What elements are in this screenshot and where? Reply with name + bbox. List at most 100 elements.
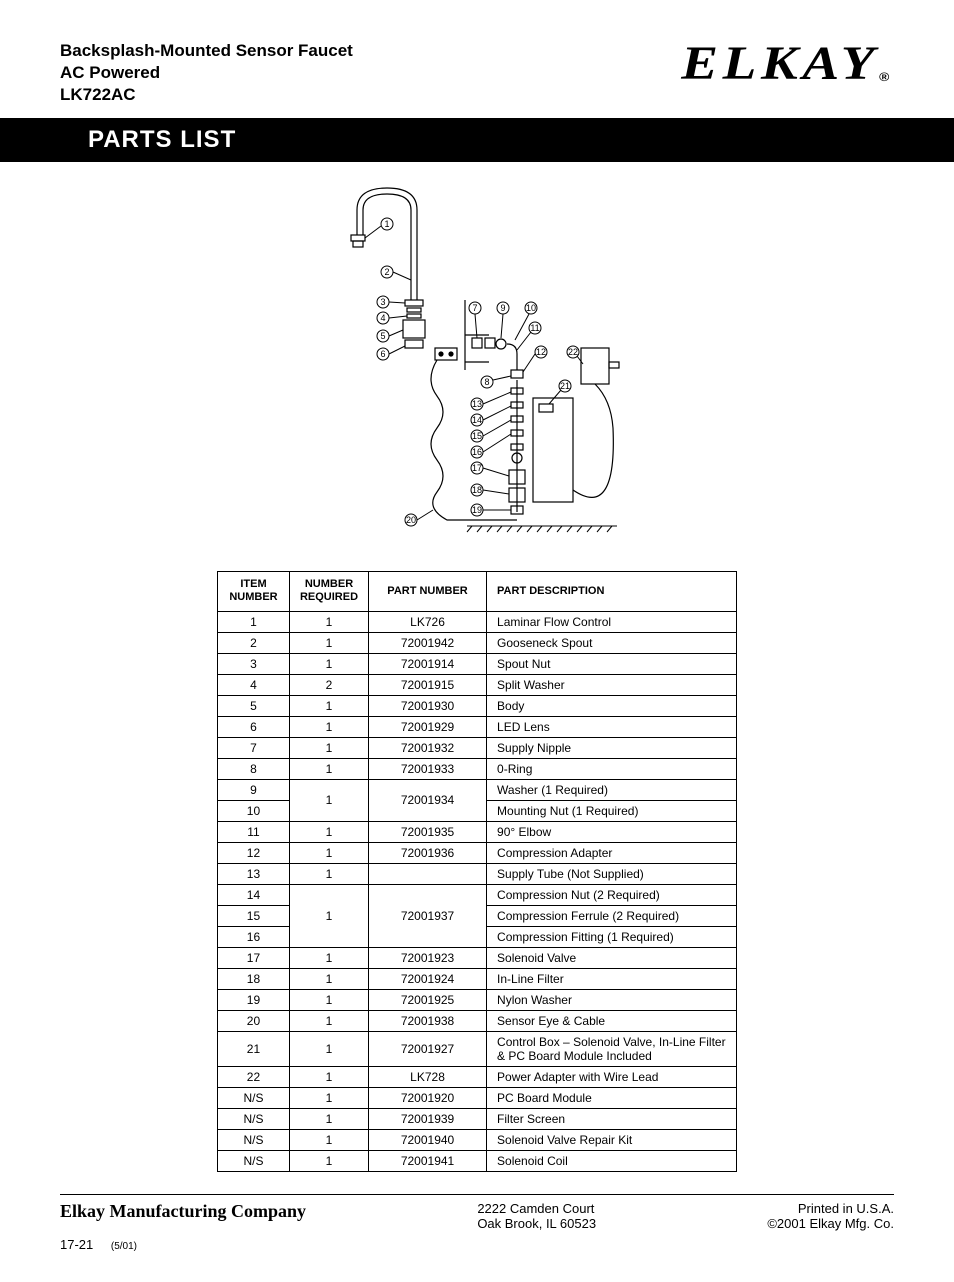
callout-11: 11 xyxy=(530,323,539,333)
cell-part: 72001942 xyxy=(369,632,487,653)
cell-item: 6 xyxy=(217,716,289,737)
cell-part: 72001924 xyxy=(369,968,487,989)
cell-required: 1 xyxy=(289,653,368,674)
table-row: 18172001924In-Line Filter xyxy=(217,968,736,989)
table-row: 21172001927Control Box – Solenoid Valve,… xyxy=(217,1031,736,1066)
cell-desc: In-Line Filter xyxy=(487,968,737,989)
cell-required: 1 xyxy=(289,1066,368,1087)
cell-part: 72001914 xyxy=(369,653,487,674)
table-row: 5172001930Body xyxy=(217,695,736,716)
company-name: Elkay Manufacturing Company xyxy=(60,1201,306,1231)
cell-required: 1 xyxy=(289,758,368,779)
copyright: ©2001 Elkay Mfg. Co. xyxy=(767,1216,894,1231)
cell-required: 1 xyxy=(289,632,368,653)
cell-item: 17 xyxy=(217,947,289,968)
cell-required: 1 xyxy=(289,1087,368,1108)
page-number-row: 17-21 (5/01) xyxy=(60,1237,894,1252)
callout-17: 17 xyxy=(472,463,482,473)
cell-desc: Washer (1 Required) xyxy=(487,779,737,800)
cell-required: 1 xyxy=(289,1150,368,1171)
callout-8: 8 xyxy=(484,377,489,387)
callout-4: 4 xyxy=(380,313,385,323)
cell-required: 1 xyxy=(289,1129,368,1150)
exploded-diagram: 1 2 3 4 5 6 7 8 9 10 11 12 13 14 15 16 1… xyxy=(317,180,637,550)
heading-line-3: LK722AC xyxy=(60,85,136,104)
product-heading: Backsplash-Mounted Sensor Faucet AC Powe… xyxy=(60,40,353,106)
table-row: 6172001929LED Lens xyxy=(217,716,736,737)
page-number: 17-21 xyxy=(60,1237,93,1252)
cell-desc: Supply Nipple xyxy=(487,737,737,758)
table-row: 7172001932Supply Nipple xyxy=(217,737,736,758)
cell-desc: Gooseneck Spout xyxy=(487,632,737,653)
cell-item: 1 xyxy=(217,611,289,632)
cell-part: 72001930 xyxy=(369,695,487,716)
table-row: N/S172001941Solenoid Coil xyxy=(217,1150,736,1171)
table-row: 9172001934Washer (1 Required) xyxy=(217,779,736,800)
cell-required: 1 xyxy=(289,947,368,968)
cell-part: 72001933 xyxy=(369,758,487,779)
cell-part: 72001936 xyxy=(369,842,487,863)
elkay-logo: ELKAY® xyxy=(681,36,894,91)
revision: (5/01) xyxy=(111,1241,137,1252)
callout-7: 7 xyxy=(472,303,477,313)
cell-item: 21 xyxy=(217,1031,289,1066)
cell-item: 22 xyxy=(217,1066,289,1087)
cell-item: N/S xyxy=(217,1108,289,1129)
callout-5: 5 xyxy=(380,331,385,341)
callout-10: 10 xyxy=(526,303,536,313)
cell-required: 1 xyxy=(289,716,368,737)
cell-item: 7 xyxy=(217,737,289,758)
print-info: Printed in U.S.A. ©2001 Elkay Mfg. Co. xyxy=(767,1201,894,1231)
table-row: N/S172001939Filter Screen xyxy=(217,1108,736,1129)
table-row: N/S172001940Solenoid Valve Repair Kit xyxy=(217,1129,736,1150)
registered-mark: ® xyxy=(879,70,894,84)
cell-required: 1 xyxy=(289,884,368,947)
cell-part xyxy=(369,863,487,884)
cell-item: 5 xyxy=(217,695,289,716)
cell-item: 11 xyxy=(217,821,289,842)
cell-part: 72001932 xyxy=(369,737,487,758)
cell-desc: LED Lens xyxy=(487,716,737,737)
cell-required: 1 xyxy=(289,611,368,632)
table-row: 11LK726Laminar Flow Control xyxy=(217,611,736,632)
cell-part: 72001920 xyxy=(369,1087,487,1108)
diagram-container: 1 2 3 4 5 6 7 8 9 10 11 12 13 14 15 16 1… xyxy=(60,180,894,555)
table-header-row: ITEM NUMBER NUMBER REQUIRED PART NUMBER … xyxy=(217,572,736,611)
cell-desc: Filter Screen xyxy=(487,1108,737,1129)
cell-part: 72001927 xyxy=(369,1031,487,1066)
callout-16: 16 xyxy=(472,447,482,457)
callout-6: 6 xyxy=(380,349,385,359)
cell-desc: Solenoid Coil xyxy=(487,1150,737,1171)
cell-part: 72001941 xyxy=(369,1150,487,1171)
cell-item: 19 xyxy=(217,989,289,1010)
callout-15: 15 xyxy=(472,431,482,441)
page-header: Backsplash-Mounted Sensor Faucet AC Powe… xyxy=(60,40,894,106)
company-address: 2222 Camden Court Oak Brook, IL 60523 xyxy=(477,1201,596,1231)
printed-in: Printed in U.S.A. xyxy=(798,1201,894,1216)
cell-desc: Compression Fitting (1 Required) xyxy=(487,926,737,947)
cell-required: 1 xyxy=(289,821,368,842)
cell-item: N/S xyxy=(217,1150,289,1171)
callout-2: 2 xyxy=(384,267,389,277)
cell-required: 2 xyxy=(289,674,368,695)
callout-21: 21 xyxy=(560,381,570,391)
cell-desc: Compression Adapter xyxy=(487,842,737,863)
cell-desc: Power Adapter with Wire Lead xyxy=(487,1066,737,1087)
page: Backsplash-Mounted Sensor Faucet AC Powe… xyxy=(0,0,954,1282)
table-row: 17172001923Solenoid Valve xyxy=(217,947,736,968)
cell-required: 1 xyxy=(289,968,368,989)
cell-desc: 90° Elbow xyxy=(487,821,737,842)
section-title-bar: PARTS LIST xyxy=(0,118,954,162)
callout-1: 1 xyxy=(384,219,389,229)
table-row: N/S172001920PC Board Module xyxy=(217,1087,736,1108)
cell-required: 1 xyxy=(289,1108,368,1129)
cell-item: N/S xyxy=(217,1129,289,1150)
cell-part: 72001938 xyxy=(369,1010,487,1031)
cell-desc: 0-Ring xyxy=(487,758,737,779)
cell-part: LK728 xyxy=(369,1066,487,1087)
table-row: 14172001937Compression Nut (2 Required) xyxy=(217,884,736,905)
table-row: 20172001938Sensor Eye & Cable xyxy=(217,1010,736,1031)
cell-desc: Compression Ferrule (2 Required) xyxy=(487,905,737,926)
section-title: PARTS LIST xyxy=(88,126,236,153)
cell-part: 72001940 xyxy=(369,1129,487,1150)
